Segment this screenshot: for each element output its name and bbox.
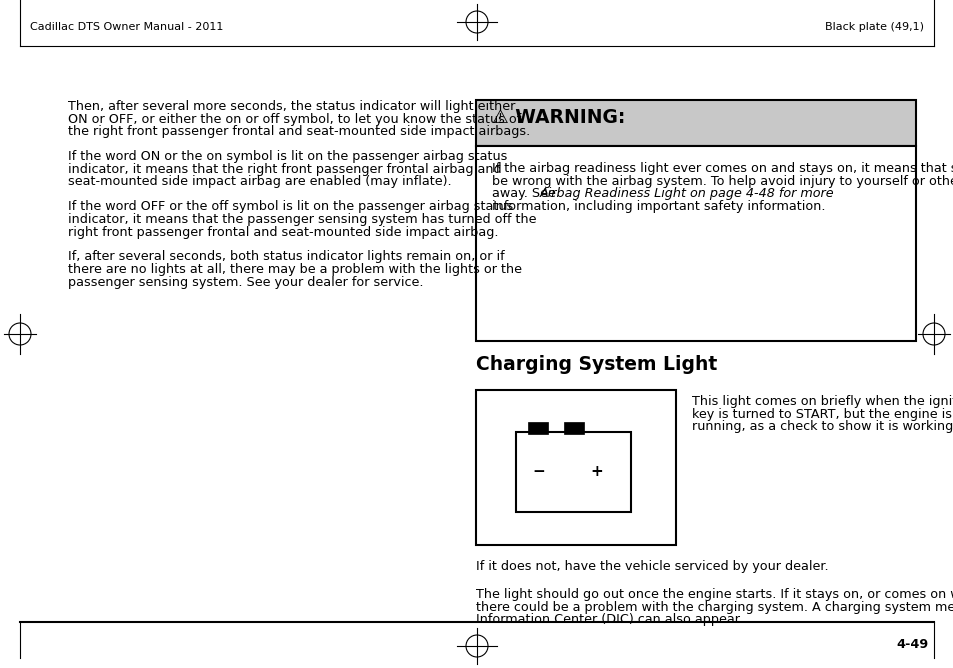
Text: The light should go out once the engine starts. If it stays on, or comes on whil: The light should go out once the engine … bbox=[476, 588, 953, 601]
Text: 4-49: 4-49 bbox=[896, 638, 928, 651]
Text: passenger sensing system. See your dealer for service.: passenger sensing system. See your deale… bbox=[68, 276, 423, 289]
Text: be wrong with the airbag system. To help avoid injury to yourself or others, hav: be wrong with the airbag system. To help… bbox=[492, 175, 953, 188]
Text: If the word ON or the on symbol is lit on the passenger airbag status: If the word ON or the on symbol is lit o… bbox=[68, 150, 507, 163]
Text: This light comes on briefly when the ignition: This light comes on briefly when the ign… bbox=[691, 395, 953, 408]
Text: Cadillac DTS Owner Manual - 2011: Cadillac DTS Owner Manual - 2011 bbox=[30, 22, 223, 32]
Bar bbox=[476, 146, 915, 341]
Bar bbox=[516, 432, 630, 512]
Text: indicator, it means that the passenger sensing system has turned off the: indicator, it means that the passenger s… bbox=[68, 213, 536, 226]
Text: Information Center (DIC) can also appear.: Information Center (DIC) can also appear… bbox=[476, 613, 742, 627]
Text: Airbag Readiness Light on page 4-48 for more: Airbag Readiness Light on page 4-48 for … bbox=[539, 188, 834, 200]
Text: key is turned to START, but the engine is not: key is turned to START, but the engine i… bbox=[691, 407, 953, 421]
Text: Then, after several more seconds, the status indicator will light either: Then, after several more seconds, the st… bbox=[68, 100, 515, 113]
Text: right front passenger frontal and seat-mounted side impact airbag.: right front passenger frontal and seat-m… bbox=[68, 226, 498, 238]
Bar bbox=[476, 100, 915, 146]
Text: If the word OFF or the off symbol is lit on the passenger airbag status: If the word OFF or the off symbol is lit… bbox=[68, 200, 513, 213]
Text: running, as a check to show it is working.: running, as a check to show it is workin… bbox=[691, 420, 953, 434]
Text: ⚠ WARNING:: ⚠ WARNING: bbox=[492, 108, 625, 127]
Text: there could be a problem with the charging system. A charging system message in : there could be a problem with the chargi… bbox=[476, 601, 953, 614]
Text: seat-mounted side impact airbag are enabled (may inflate).: seat-mounted side impact airbag are enab… bbox=[68, 176, 451, 188]
Text: indicator, it means that the right front passenger frontal airbag and: indicator, it means that the right front… bbox=[68, 163, 501, 176]
Text: If the airbag readiness light ever comes on and stays on, it means that somethin: If the airbag readiness light ever comes… bbox=[492, 162, 953, 175]
Text: +: + bbox=[590, 464, 602, 480]
Text: information, including important safety information.: information, including important safety … bbox=[492, 200, 824, 213]
Text: ON or OFF, or either the on or off symbol, to let you know the status of: ON or OFF, or either the on or off symbo… bbox=[68, 113, 520, 126]
Text: Charging System Light: Charging System Light bbox=[476, 355, 717, 374]
Text: −: − bbox=[532, 464, 545, 480]
Text: the right front passenger frontal and seat-mounted side impact airbags.: the right front passenger frontal and se… bbox=[68, 126, 530, 138]
Bar bbox=[476, 390, 676, 545]
Text: there are no lights at all, there may be a problem with the lights or the: there are no lights at all, there may be… bbox=[68, 263, 521, 276]
Bar bbox=[563, 422, 583, 434]
Text: away. See: away. See bbox=[492, 188, 559, 200]
Text: Black plate (49,1): Black plate (49,1) bbox=[824, 22, 923, 32]
Text: If it does not, have the vehicle serviced by your dealer.: If it does not, have the vehicle service… bbox=[476, 560, 828, 573]
Text: If, after several seconds, both status indicator lights remain on, or if: If, after several seconds, both status i… bbox=[68, 250, 504, 263]
Bar bbox=[527, 422, 547, 434]
